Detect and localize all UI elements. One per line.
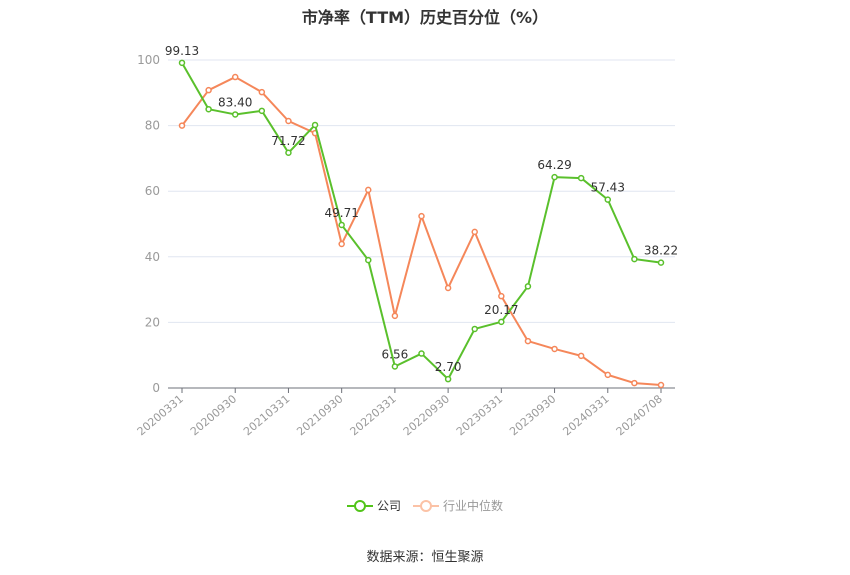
- data-point[interactable]: [524, 337, 532, 345]
- data-point[interactable]: [471, 325, 478, 333]
- data-point[interactable]: [498, 292, 505, 300]
- data-point[interactable]: [631, 255, 638, 263]
- chart-title: 市净率（TTM）历史百分位（%）: [301, 8, 549, 27]
- data-point[interactable]: [631, 379, 638, 387]
- data-label: 57.43: [591, 181, 625, 195]
- series-company: [178, 59, 665, 383]
- y-tick-label: 0: [152, 381, 160, 395]
- x-tick-label: 20230930: [507, 392, 558, 438]
- data-point[interactable]: [391, 312, 399, 320]
- y-tick-label: 20: [145, 315, 160, 329]
- data-source: 数据来源：恒生聚源: [366, 550, 484, 565]
- data-point[interactable]: [551, 173, 558, 181]
- data-point[interactable]: [577, 174, 585, 182]
- legend: 公司 行业中位数: [0, 497, 850, 514]
- data-point[interactable]: [444, 375, 452, 383]
- data-label: 20.17: [484, 303, 518, 317]
- data-label: 83.40: [218, 95, 252, 109]
- data-point[interactable]: [285, 149, 292, 157]
- data-point[interactable]: [205, 86, 212, 94]
- x-tick-label: 20230331: [454, 392, 505, 438]
- data-point[interactable]: [577, 352, 585, 360]
- data-label: 64.29: [537, 158, 571, 172]
- data-point[interactable]: [551, 345, 558, 353]
- data-point[interactable]: [365, 256, 372, 264]
- data-point[interactable]: [391, 363, 399, 370]
- data-point[interactable]: [365, 186, 372, 194]
- data-label: 2.70: [435, 360, 462, 374]
- x-axis: 20200331 20200930 20210331 20210930 20220331…: [135, 387, 675, 438]
- legend-label: 行业中位数: [443, 499, 504, 513]
- y-tick-label: 100: [137, 53, 160, 67]
- legend-label: 公司: [376, 499, 401, 513]
- legend-item-industry-median[interactable]: 行业中位数: [413, 497, 503, 514]
- data-point[interactable]: [231, 73, 239, 81]
- data-point[interactable]: [418, 212, 425, 220]
- data-label: 99.13: [165, 44, 199, 58]
- data-point[interactable]: [604, 371, 612, 379]
- data-point[interactable]: [338, 240, 345, 248]
- data-point[interactable]: [258, 107, 266, 115]
- data-point[interactable]: [444, 284, 452, 292]
- y-tick-label: 60: [145, 184, 160, 198]
- y-axis: 0 20 40 60 80 100: [137, 53, 160, 395]
- data-point[interactable]: [311, 121, 319, 129]
- x-tick-label: 20240708: [614, 392, 665, 438]
- y-tick-label: 40: [145, 250, 160, 264]
- data-point[interactable]: [418, 350, 425, 357]
- data-label: 38.22: [644, 244, 678, 258]
- series-industry-median: [178, 73, 665, 389]
- data-point[interactable]: [524, 283, 532, 290]
- y-tick-label: 80: [145, 119, 160, 133]
- x-tick-label: 20200331: [135, 392, 186, 438]
- data-point[interactable]: [471, 228, 478, 236]
- grid-lines: [168, 59, 675, 323]
- legend-line-circle-icon: [346, 499, 373, 512]
- data-point[interactable]: [178, 59, 186, 67]
- legend-line-circle-icon: [413, 499, 439, 512]
- data-point[interactable]: [258, 88, 266, 96]
- data-label: 71.72: [271, 134, 305, 148]
- data-point[interactable]: [178, 122, 186, 129]
- x-tick-label: 20210331: [241, 392, 292, 438]
- x-tick-label: 20220331: [348, 392, 399, 438]
- data-point[interactable]: [285, 117, 292, 125]
- data-point[interactable]: [231, 111, 239, 118]
- data-point[interactable]: [498, 318, 505, 326]
- x-tick-label: 20210930: [294, 392, 345, 438]
- x-tick-label: 20200930: [188, 392, 239, 438]
- data-point[interactable]: [338, 221, 345, 229]
- data-point[interactable]: [657, 259, 665, 266]
- data-point[interactable]: [657, 381, 665, 389]
- data-labels: 99.13 83.40 71.72 49.71 6.56 2.70 20.17 64.29 57…: [165, 44, 678, 374]
- data-point[interactable]: [205, 105, 212, 113]
- legend-item-company[interactable]: 公司: [346, 497, 401, 514]
- data-point[interactable]: [604, 196, 612, 203]
- x-tick-label: 20220930: [401, 392, 452, 438]
- data-label: 49.71: [324, 206, 358, 220]
- data-label: 6.56: [382, 347, 409, 361]
- x-tick-label: 20240331: [560, 392, 611, 438]
